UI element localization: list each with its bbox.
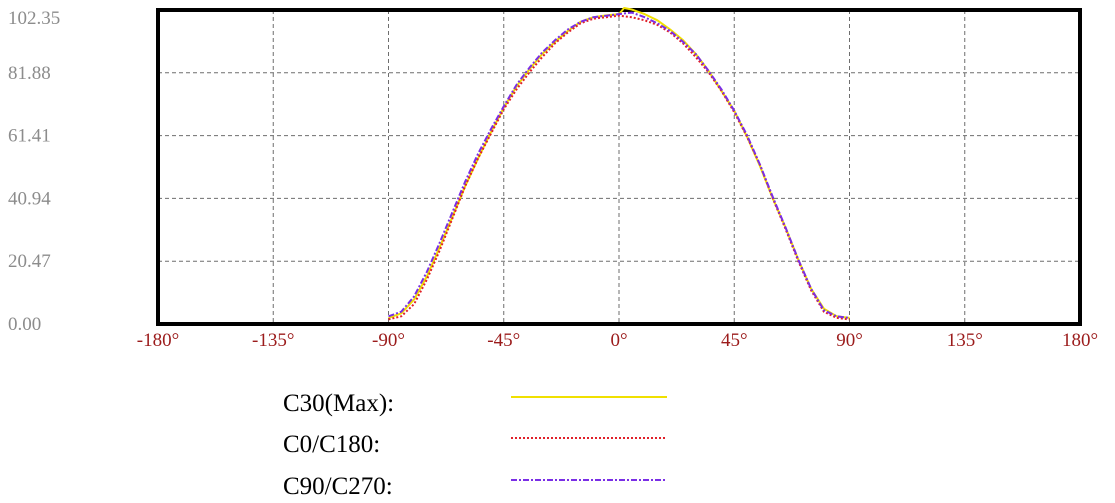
x-tick-label: 90° [836, 330, 863, 351]
y-axis-tick-labels: 0.00 20.47 40.94 61.41 81.88 102.35 [8, 8, 60, 335]
y-tick-label: 40.94 [8, 188, 51, 209]
x-tick-label: 180° [1062, 330, 1098, 351]
grid-lines [158, 10, 1080, 324]
plot-area-border [156, 8, 1082, 326]
legend-label: C0/C180: [283, 431, 380, 458]
x-tick-label: -45° [487, 330, 520, 351]
y-tick-label: 61.41 [8, 126, 51, 147]
y-tick-label: 20.47 [8, 251, 51, 272]
legend-label: C30(Max): [283, 390, 394, 417]
legend: C30(Max): C0/C180: C90/C270: [283, 390, 667, 500]
series-lines [388, 7, 850, 321]
x-tick-label: 45° [721, 330, 748, 351]
x-tick-label: 0° [610, 330, 627, 351]
x-axis-tick-labels: -180° -135° -90° -45° 0° 45° 90° 135° 180° [137, 330, 1098, 351]
x-tick-label: -135° [252, 330, 294, 351]
legend-label: C90/C270: [283, 473, 393, 500]
y-tick-label: 102.35 [8, 8, 60, 29]
x-tick-label: -90° [372, 330, 405, 351]
x-tick-label: 135° [947, 330, 983, 351]
x-tick-label: -180° [137, 330, 179, 351]
y-tick-label: 0.00 [8, 314, 41, 335]
y-tick-label: 81.88 [8, 63, 51, 84]
series-line-3 [388, 11, 850, 319]
